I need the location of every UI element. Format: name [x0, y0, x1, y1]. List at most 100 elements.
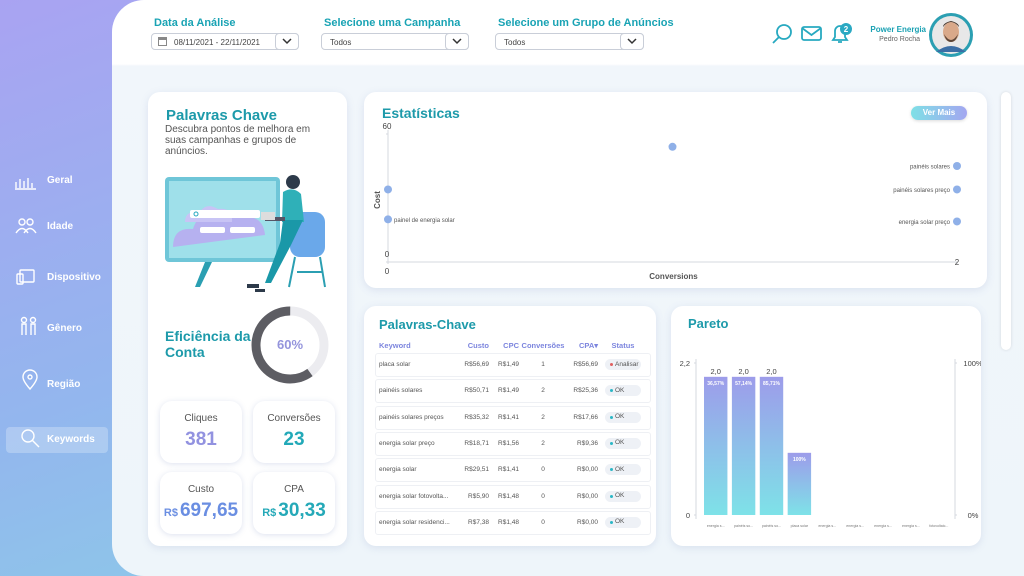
kpi-value: 30,33: [278, 500, 326, 521]
dropdown-chevron: [275, 33, 299, 50]
status-text: Analisar: [615, 360, 639, 368]
kpi-label: Cliques: [184, 413, 218, 424]
pareto-bar: [787, 452, 812, 515]
y-axis-label: Cost: [373, 191, 382, 209]
mail-icon[interactable]: [801, 26, 822, 41]
status-pill: OK: [605, 464, 641, 476]
status-pill: OK: [605, 411, 641, 423]
kpi-card: Conversões 23: [253, 401, 335, 463]
kpi-card: CPA R$ 30,33: [253, 472, 335, 534]
kpi-value-wrap: R$ 697,65: [160, 500, 242, 522]
search-icon[interactable]: [776, 24, 792, 40]
table-cell: R$50,71: [464, 387, 489, 395]
bar-percent-label: 57,14%: [735, 381, 753, 387]
bar-value-label: 2,0: [766, 367, 776, 376]
y-tick-label: 2,2: [680, 359, 690, 368]
table-cell: R$5,90: [468, 492, 489, 500]
table-card: Palavras-Chave Keyword Custo CPC Conversões…: [364, 306, 656, 546]
icon-genero: [20, 316, 28, 324]
dropdown[interactable]: Todos: [495, 33, 644, 50]
table-cell: R$1,49: [498, 387, 519, 395]
table-cell: R$56,69: [464, 361, 489, 368]
table-cell: R$35,32: [464, 413, 489, 421]
scatter-point: [384, 215, 392, 224]
kpi-currency: R$: [262, 507, 277, 519]
status-pill: OK: [605, 516, 641, 528]
x-tick-label: placa solar: [791, 524, 809, 528]
nav-item[interactable]: Região: [47, 379, 81, 390]
bar-percent-label: 100%: [793, 457, 806, 463]
table-cell: energia solar residenci...: [379, 518, 450, 526]
dropdown-value: 08/11/2021 - 22/11/2021: [174, 38, 260, 47]
table-cell: CPA▾: [578, 341, 598, 350]
pareto-bar: [759, 376, 784, 515]
scatter-point: [668, 142, 677, 151]
header-icons: 2 Power Energia Pedro Rocha: [772, 13, 973, 57]
table-row: [375, 484, 651, 509]
status-text: OK: [615, 439, 625, 447]
table-cell: painéis solares preços: [379, 413, 444, 421]
status-text: OK: [615, 492, 625, 499]
status-pill: Analisar: [605, 359, 641, 370]
status-pill: OK: [605, 385, 641, 397]
table-cell: R$1,41: [498, 413, 519, 421]
nav-item[interactable]: Idade: [47, 221, 74, 232]
dropdown[interactable]: 08/11/2021 - 22/11/2021: [151, 33, 299, 50]
nav-item[interactable]: Gênero: [47, 323, 83, 334]
point-label: painéis solares preço: [893, 188, 950, 194]
nav-item[interactable]: Keywords: [47, 434, 95, 445]
pareto-chart: 0 2,2 0% 100% 2,0 36,57% energia s... 2,0 57,14%…: [680, 359, 981, 528]
scrollbar[interactable]: [1001, 92, 1011, 350]
table-cell: Keyword: [379, 341, 411, 350]
kpi-value: 697,65: [179, 500, 239, 521]
table-cell: 0: [541, 492, 545, 500]
dropdown-value: Todos: [330, 38, 352, 47]
table-cell: R$1,48: [498, 518, 519, 526]
table-cell: R$9,36: [577, 439, 598, 447]
table-cell: R$0,00: [577, 492, 598, 500]
filter-label: Selecione uma Campanha: [324, 17, 461, 29]
pareto-title: Pareto: [688, 316, 729, 331]
x-tick-label: fotovoltaic...: [929, 524, 948, 528]
kpi-value-wrap: 381: [160, 429, 242, 451]
kpi-value-wrap: 23: [253, 429, 335, 451]
status-dot: [610, 468, 613, 472]
table-cell: painéis solares: [379, 387, 423, 395]
dropdown[interactable]: Todos: [321, 33, 469, 50]
table-cell: 2: [541, 413, 545, 421]
table-cell: 1: [541, 361, 545, 368]
table-cell: R$0,00: [577, 466, 598, 474]
scatter-point: [953, 217, 961, 226]
notification-count: 2: [844, 25, 849, 34]
statistics-card: Estatísticas Ver Mais: [364, 92, 987, 288]
y2-tick-label: 0%: [968, 511, 979, 520]
table-cell: 0: [541, 466, 545, 474]
status-dot: [610, 363, 613, 366]
x-tick-label: energia s...: [874, 524, 892, 528]
kpi-value: 23: [283, 429, 305, 450]
see-more-button[interactable]: Ver Mais: [911, 106, 967, 120]
pareto-bar: [731, 376, 756, 515]
calendar-icon: [158, 37, 167, 46]
kpi-value: 381: [185, 429, 217, 450]
table-row: [375, 353, 651, 377]
icon-geral: [15, 178, 36, 190]
x-tick-label: 2: [955, 258, 960, 267]
card-description: Descubra pontos de melhora em suas campa…: [165, 124, 311, 157]
status-dot: [610, 415, 613, 419]
nav-item[interactable]: Dispositivo: [47, 272, 101, 283]
nav-item[interactable]: Geral: [47, 175, 73, 186]
kpi-label: Custo: [187, 484, 215, 495]
kpi-currency: R$: [163, 507, 178, 519]
table-cell: energia solar preço: [379, 439, 435, 447]
icon-dispositivo: [19, 269, 35, 283]
notification-badge: [840, 23, 852, 35]
x-tick-label: energia s...: [707, 524, 725, 528]
dropdown-chevron: [445, 33, 469, 50]
x-axis-label: Conversions: [649, 272, 698, 281]
kpi-label: CPA: [284, 484, 304, 495]
filter-label: Selecione um Grupo de Anúncios: [498, 17, 674, 29]
table-cell: R$1,41: [498, 466, 519, 474]
table-cell: Conversões: [521, 341, 565, 350]
table-cell: Custo: [467, 341, 489, 350]
